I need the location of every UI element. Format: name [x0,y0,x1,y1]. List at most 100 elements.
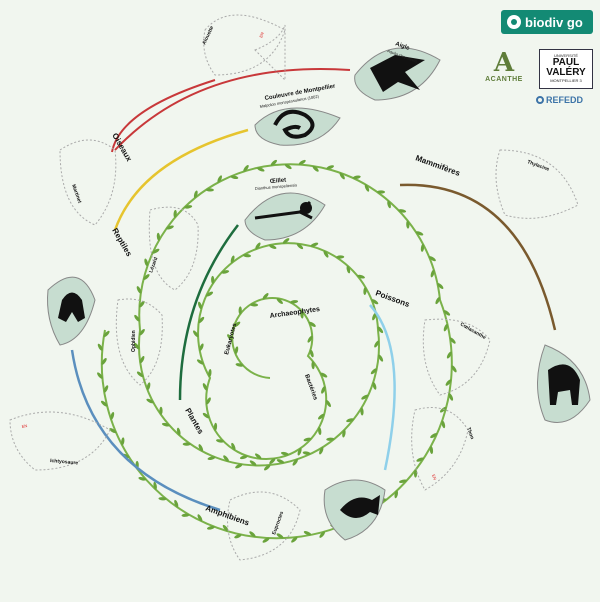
vine-leaf [205,291,214,297]
vine-leaf [430,433,438,439]
vine-leaf [290,300,299,304]
acanthe-logo: A ACANTHE [483,50,525,90]
species-leaf-grenouille[interactable] [47,276,96,346]
vine-leaf [300,310,304,319]
leaf-name-8: Thon [465,427,475,441]
vine-leaf [121,437,125,446]
vine-leaf [202,383,208,391]
vine-leaf [325,400,331,407]
vine-leaf [262,293,269,300]
species-leaf-aigle[interactable] [354,47,441,101]
vine-leaf [439,406,447,413]
vine-leaf [139,328,145,336]
vine-leaf [144,258,149,267]
vine-leaf [269,244,277,249]
vine-leaf [235,463,243,469]
vine-leaf [238,306,242,315]
vine-leaf [153,481,157,490]
empty-leaf [227,491,301,561]
empty-leaf [422,318,491,396]
vine-leaf [311,361,315,370]
vine-leaf [445,379,452,386]
paw-dots-icon [507,15,521,29]
vine-leaves [97,159,457,543]
vine-leaf [231,442,236,451]
branch-poissons [369,304,396,471]
vine-leaf [429,446,434,455]
vine-leaf [284,163,292,170]
leaf-status-1: EN [258,31,265,38]
vine-leaf [270,159,278,166]
vine-leaf [387,200,391,209]
vine-leaf [198,316,205,324]
empty-leaf [115,298,163,386]
vine-leaf [249,460,257,466]
branch-oiseaux [111,79,216,153]
pv-bottom: MONTPELLIER 3 [550,78,582,83]
vine-leaf [326,165,334,170]
vine-leaf [139,355,145,364]
vine-leaf [243,165,249,172]
vine-leaf [97,343,103,351]
vine-leaf [308,321,316,327]
vine-leaf [227,334,233,341]
vine-leaf [357,274,365,279]
leaf-name-1: Alouette [201,25,215,46]
vine-leaf [146,398,154,404]
vine-leaf [217,175,222,183]
vine-leaf [152,248,160,254]
species-leaf-oeillet[interactable] [244,192,326,241]
leaf-name-9: Euproctes [271,510,285,535]
vine-leaf [310,242,319,247]
branch-oiseaux-main [114,68,351,151]
species-leaf-poisson[interactable] [323,479,386,541]
vine-leaf [269,458,276,465]
vine-leaf [230,175,239,180]
boar-icon [548,364,580,405]
label-poissons: Poissons [374,288,411,309]
vine-leaf [146,382,151,391]
empty-leaf [203,14,286,76]
vine-leaf [206,525,215,530]
vine-leaf [428,256,436,262]
vine-leaf [302,451,311,455]
vine-leaf [159,406,163,415]
vine-leaf [235,363,244,367]
pv-top: UNIVERSITÉ [553,53,578,58]
species-leaf-mammal[interactable] [537,344,591,423]
vine-leaf [282,238,290,244]
vine-leaf [413,469,418,478]
acanthe-text: ACANTHE [485,76,523,83]
leaf-name-4: Lézard [148,256,159,273]
vine-leaf [264,464,271,471]
vine-leaf [363,287,367,295]
leaf-status-10: EN [21,423,27,429]
vine-leaf [280,451,289,456]
leaf-name-10: Ichtyosaure [50,458,79,466]
vine-leaf [326,437,335,441]
vine-leaf [250,303,259,307]
vine-leaf [197,514,203,522]
vine-leaf [197,301,202,310]
vine-leaf [158,497,167,501]
vine-leaf [196,359,204,365]
vine-leaf [398,209,407,213]
label-mammiferes: Mammifères [414,153,461,178]
empty-leaf [495,149,579,219]
vine-leaf [233,321,241,328]
vine-leaf [430,269,435,278]
biodiv-go-logo[interactable]: biodiv go [501,10,593,34]
label-plantes: Plantes [183,407,205,437]
vine-leaf [309,349,314,358]
vine-leaf [193,190,198,199]
paul-valery-logo: UNIVERSITÉ PAUL VALÉRY MONTPELLIER 3 [539,49,593,89]
vine-leaf [378,354,384,362]
leaf-status-8: EN [431,474,438,481]
vine-leaf [320,372,328,378]
vine-leaf [319,531,326,538]
vine-leaf [370,368,377,375]
vine-leaf [318,413,325,420]
species-leaf-couleuvre[interactable] [254,107,341,146]
vine-leaf [318,427,322,436]
vine-leaf [312,165,319,172]
